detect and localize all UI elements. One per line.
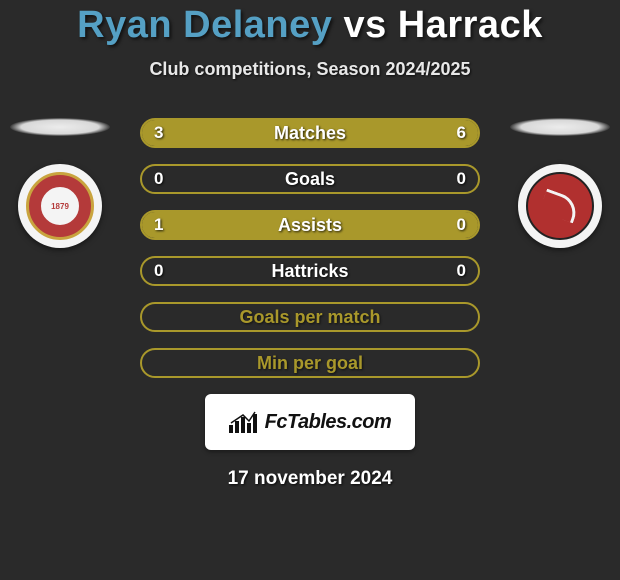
left-team-column: 1879 (10, 118, 110, 248)
stat-label: Assists (142, 212, 478, 238)
stat-row-matches: 3 Matches 6 (140, 118, 480, 148)
stat-right-value: 0 (445, 258, 478, 284)
stat-row-gpm: Goals per match (140, 302, 480, 332)
shrimp-icon (539, 189, 581, 224)
right-crest-inner (526, 172, 594, 240)
left-halo (10, 118, 110, 136)
left-crest-core: 1879 (39, 185, 81, 227)
left-crest-inner: 1879 (26, 172, 94, 240)
comparison-content: 1879 3 Matches 6 0 Goals 0 (0, 118, 620, 490)
right-team-crest (518, 164, 602, 248)
player2-name: Harrack (398, 4, 543, 46)
stat-label: Min per goal (257, 353, 363, 374)
stat-row-hattricks: 0 Hattricks 0 (140, 256, 480, 286)
left-team-crest: 1879 (18, 164, 102, 248)
comparison-title: Ryan Delaney vs Harrack (0, 0, 620, 47)
stat-label: Goals per match (239, 307, 380, 328)
stat-label: Goals (142, 166, 478, 192)
stat-row-assists: 1 Assists 0 (140, 210, 480, 240)
right-team-column (510, 118, 610, 248)
stat-label: Matches (142, 120, 478, 146)
stat-row-goals: 0 Goals 0 (140, 164, 480, 194)
snapshot-date: 17 november 2024 (0, 468, 620, 490)
stat-right-value: 6 (445, 120, 478, 146)
bars-icon (229, 411, 259, 433)
right-halo (510, 118, 610, 136)
stat-right-value: 0 (445, 166, 478, 192)
player1-name: Ryan Delaney (77, 4, 332, 46)
brand-box: FcTables.com (205, 394, 415, 450)
season-subtitle: Club competitions, Season 2024/2025 (0, 59, 620, 80)
brand-text: FcTables.com (265, 411, 392, 434)
stat-right-value: 0 (445, 212, 478, 238)
stat-row-mpg: Min per goal (140, 348, 480, 378)
vs-label: vs (343, 4, 386, 46)
stat-bars: 3 Matches 6 0 Goals 0 1 Assists 0 0 Hatt… (140, 118, 480, 378)
stat-label: Hattricks (142, 258, 478, 284)
